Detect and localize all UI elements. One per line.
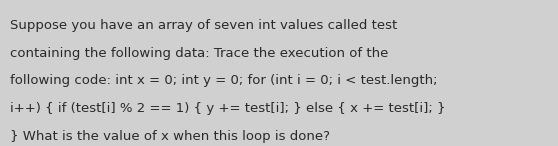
Text: } What is the value of x when this loop is done?: } What is the value of x when this loop … [10,130,330,143]
Text: following code: int x = 0; int y = 0; for (int i = 0; i < test.length;: following code: int x = 0; int y = 0; fo… [10,74,437,87]
Text: Suppose you have an array of seven int values called test: Suppose you have an array of seven int v… [10,19,397,32]
Text: containing the following data: Trace the execution of the: containing the following data: Trace the… [10,47,388,60]
Text: i++) { if (test[i] % 2 == 1) { y += test[i]; } else { x += test[i]; }: i++) { if (test[i] % 2 == 1) { y += test… [10,102,445,115]
